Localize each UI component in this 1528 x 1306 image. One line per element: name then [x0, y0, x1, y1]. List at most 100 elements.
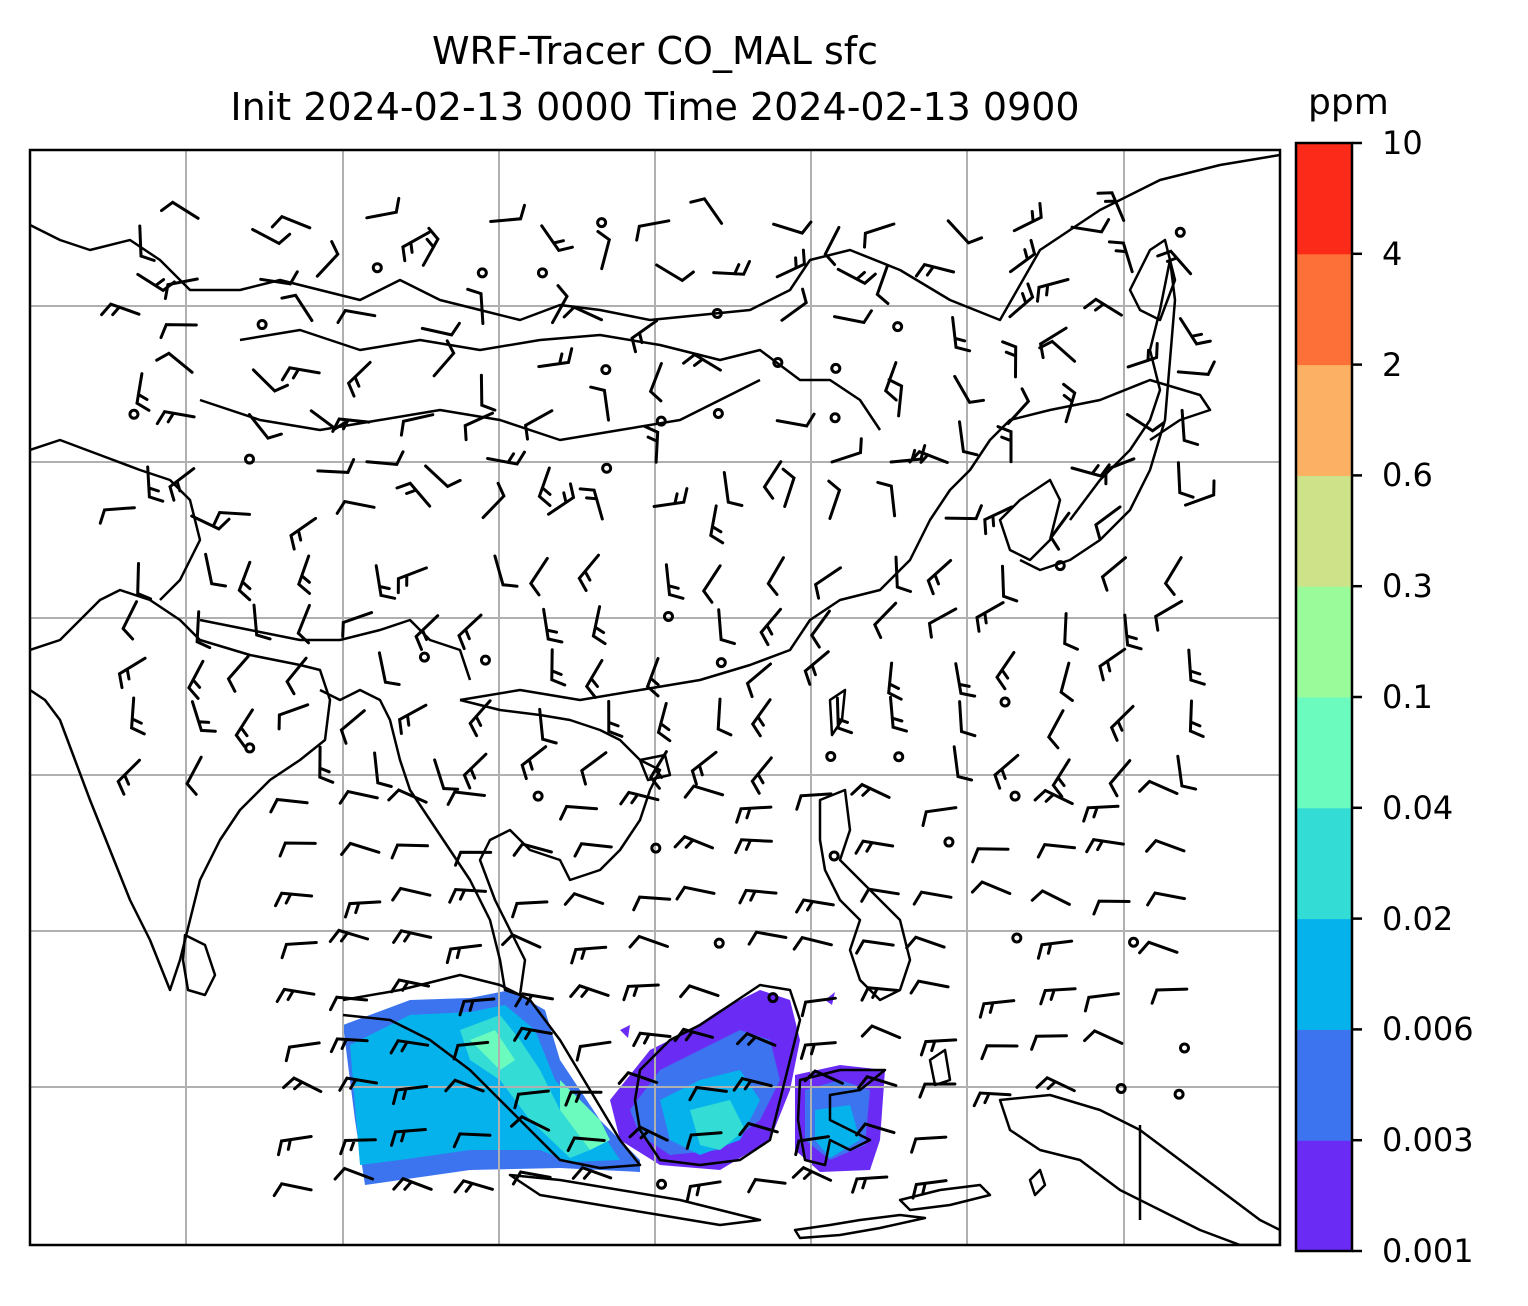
- wind-barb: [1059, 661, 1074, 702]
- coast-indochina: [319, 688, 662, 997]
- wind-barb: [1178, 317, 1212, 346]
- wind-calm-circle: [479, 654, 491, 666]
- wind-barb: [851, 1175, 889, 1194]
- colorbar-unit: ppm: [1308, 82, 1389, 123]
- wind-barb: [1035, 1076, 1076, 1093]
- colorbar-segment: [1296, 1029, 1352, 1141]
- wind-barb: [1001, 340, 1018, 379]
- wind-barb: [136, 562, 153, 601]
- colorbar-frame: [1294, 141, 1354, 1253]
- wind-barb: [98, 506, 136, 525]
- coast-borneo: [633, 983, 802, 1167]
- wind-barb: [1108, 759, 1132, 798]
- wind-barb: [980, 1044, 1019, 1061]
- wind-barb: [632, 895, 672, 912]
- colorbar-segment: [1296, 807, 1352, 920]
- wind-barb: [297, 554, 311, 595]
- wind-barb: [617, 1070, 659, 1085]
- wind-barb: [318, 745, 335, 784]
- wind-barb: [569, 984, 610, 998]
- wind-barb: [690, 750, 718, 786]
- wind-barb: [274, 891, 314, 908]
- wind-calm-circle: [893, 751, 905, 763]
- wind-barb: [329, 1037, 369, 1054]
- wind-barb: [392, 1176, 433, 1191]
- wind-barb: [1009, 238, 1037, 274]
- wind-barb: [392, 929, 433, 944]
- wind-barb: [860, 887, 900, 903]
- wind-barb: [432, 339, 456, 378]
- wind-barb: [1070, 463, 1111, 478]
- wind-barb: [1107, 240, 1134, 274]
- wind-barb: [978, 999, 1016, 1019]
- wind-barb: [329, 995, 369, 1012]
- wind-barb: [762, 460, 783, 500]
- wind-barb: [339, 1138, 377, 1156]
- wind-calm-circle: [715, 657, 727, 669]
- wind-barb: [458, 997, 496, 1017]
- colorbar-tick-label: 0.001: [1382, 1232, 1474, 1270]
- wind-barb: [944, 504, 983, 521]
- wind-barb: [1184, 479, 1216, 507]
- wind-barb: [116, 758, 141, 796]
- wind-barb: [908, 449, 949, 464]
- wind-barb: [457, 613, 483, 651]
- colorbar-tick-label: 0.6: [1382, 456, 1433, 495]
- wind-barb: [854, 839, 895, 855]
- wind-barb: [688, 1085, 728, 1102]
- wind-calm-circle: [1178, 1042, 1190, 1054]
- map-title-line1: WRF-Tracer CO_MAL sfc: [431, 29, 879, 73]
- wind-calm-circle: [1011, 932, 1023, 944]
- wind-barb: [520, 745, 548, 781]
- wind-calm-circle: [656, 1178, 668, 1190]
- wind-calm-circle: [943, 836, 955, 848]
- wind-barb: [1126, 342, 1159, 369]
- wind-barb: [444, 1078, 485, 1093]
- wind-barb: [462, 752, 488, 790]
- wind-barb: [155, 410, 196, 426]
- wind-barb: [675, 885, 716, 901]
- wind-barb: [333, 1166, 375, 1181]
- wind-barb: [914, 262, 956, 278]
- wind-barb: [855, 939, 895, 955]
- wind-barb: [795, 898, 835, 914]
- wind-barb: [883, 361, 898, 402]
- wind-calm-circle: [1174, 226, 1186, 238]
- border-himalaya: [199, 618, 472, 681]
- wind-calm-circle: [596, 217, 608, 229]
- wind-calm-circle: [371, 262, 383, 274]
- wind-barb: [750, 756, 773, 795]
- wind-barb: [159, 323, 198, 340]
- wind-barb: [648, 750, 668, 790]
- wind-barb: [813, 566, 842, 600]
- wind-barb: [1154, 599, 1184, 632]
- wind-barb: [336, 308, 377, 324]
- wind-barb: [466, 287, 485, 325]
- wind-barb: [537, 347, 574, 369]
- wind-barb: [799, 1041, 837, 1060]
- wind-barb: [591, 605, 607, 646]
- colorbar-segment: [1296, 586, 1352, 698]
- wind-barb: [800, 996, 837, 1018]
- wind-barb: [685, 1131, 723, 1150]
- wind-calm-circle: [713, 937, 725, 949]
- wind-barb: [809, 609, 831, 649]
- wind-barb: [803, 650, 830, 686]
- wind-calm-circle: [711, 307, 723, 319]
- colorbar-segment: [1296, 475, 1352, 587]
- wind-barb: [1085, 837, 1125, 854]
- wind-calm-circle: [1009, 790, 1021, 802]
- wind-barb: [453, 1179, 494, 1194]
- wind-calm-circle: [244, 742, 256, 754]
- wind-barb: [226, 654, 250, 693]
- wind-barb: [146, 465, 165, 503]
- wind-barb: [953, 374, 985, 405]
- wind-barb: [340, 841, 381, 856]
- wind-barb: [1083, 992, 1120, 1013]
- wind-barb: [1146, 891, 1186, 907]
- wind-barb: [446, 790, 486, 806]
- wind-barb: [280, 366, 321, 382]
- wind-barb: [996, 425, 1013, 464]
- coast-russia: [30, 153, 1280, 322]
